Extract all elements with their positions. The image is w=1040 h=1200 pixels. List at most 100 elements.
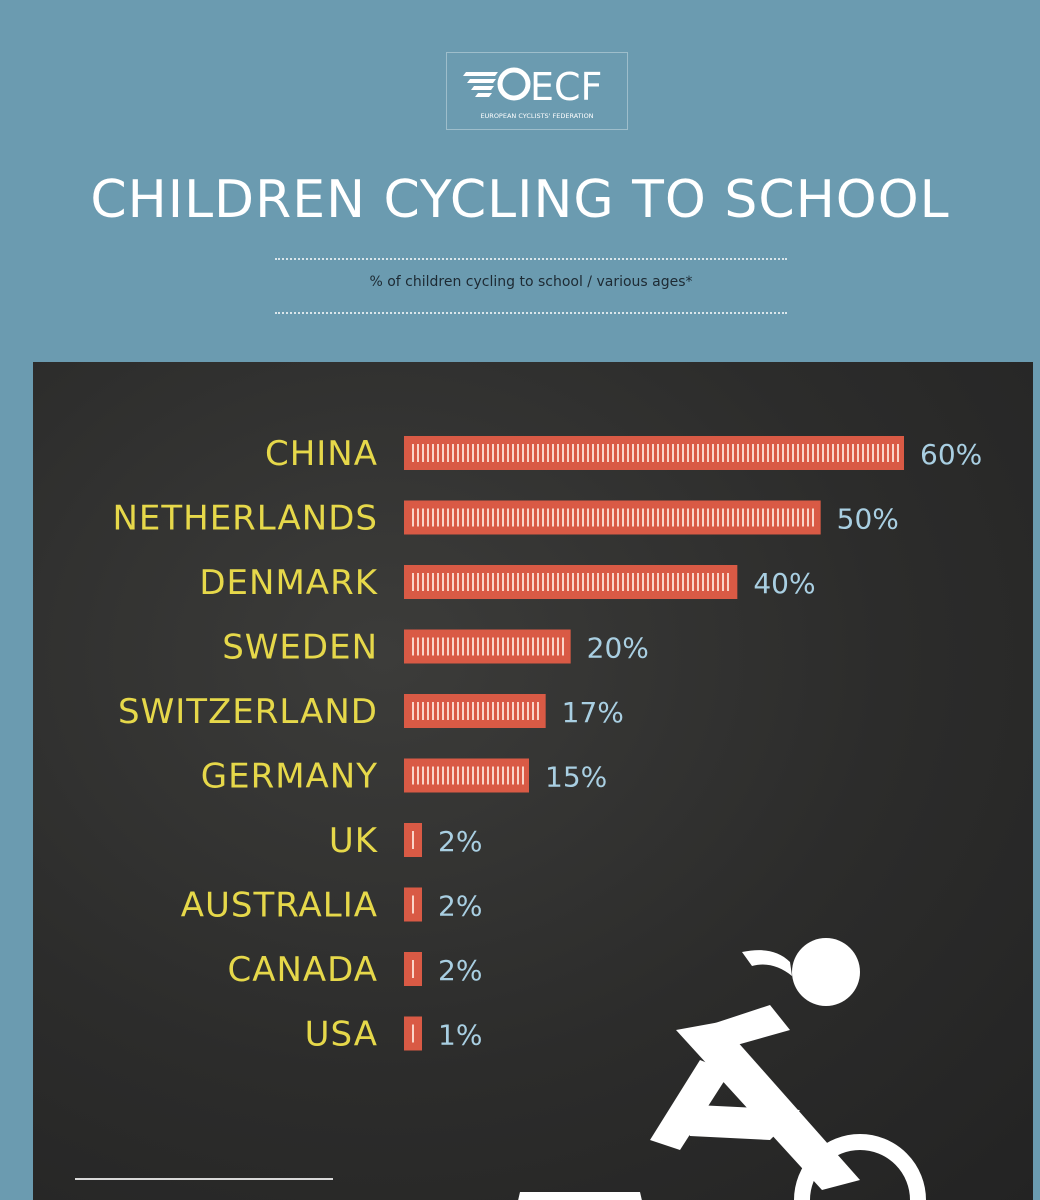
bar-stripe [427,508,429,527]
bar-stripe [722,508,724,527]
bar-stripe [712,573,714,591]
bar-stripe [417,573,419,591]
bar-stripe [682,573,684,591]
bar-stripe [727,444,729,462]
bar-stripe [622,573,624,591]
value-label-denmark: 40% [753,567,815,600]
bar-stripe [552,508,554,527]
bar-stripe [412,508,414,527]
bar-stripe [432,637,434,656]
bar-stripe [422,573,424,591]
chart-title: CHILDREN CYCLING TO SCHOOL [90,170,950,230]
logo-name: ECF [530,65,602,109]
bar-stripe [482,637,484,656]
bar-stripe [447,766,449,785]
bar-stripe [782,444,784,462]
bar-stripe [667,444,669,462]
bar-stripe [597,508,599,527]
bar-stripe [462,766,464,785]
bar-stripe [747,444,749,462]
bar-stripe [662,508,664,527]
bar-stripe [542,508,544,527]
bar-stripe [547,444,549,462]
value-label-sweden: 20% [587,632,649,665]
bar-stripe [702,444,704,462]
bar-stripe [767,444,769,462]
bar-stripe [877,444,879,462]
bar-stripe [482,766,484,785]
bar-stripe [587,573,589,591]
bar-stripe [512,508,514,527]
bar-stripe [457,702,459,720]
bar-stripe [497,573,499,591]
bar-stripe [532,444,534,462]
bar-stripe [592,444,594,462]
value-label-netherlands: 50% [837,503,899,536]
bar-stripe [482,702,484,720]
bar-stripe [477,766,479,785]
bar-stripe [517,573,519,591]
bar-stripe [602,508,604,527]
bar-stripe [607,573,609,591]
bar-stripe [662,444,664,462]
bar-stripe [752,508,754,527]
bar-stripe [462,508,464,527]
bar-stripe [532,508,534,527]
bar-stripe [542,637,544,656]
bar-stripe [492,637,494,656]
bar-stripe [447,508,449,527]
bar-stripe [822,444,824,462]
bar-stripe [577,508,579,527]
bar-stripe [492,573,494,591]
country-label-usa: USA [305,1015,378,1055]
bar-stripe [502,444,504,462]
bar-stripe [642,508,644,527]
bar-stripe [512,573,514,591]
value-label-china: 60% [920,438,982,471]
bar-stripe [852,444,854,462]
country-label-netherlands: NETHERLANDS [112,499,378,539]
bar-stripe [457,637,459,656]
bar-stripe [707,508,709,527]
bar-stripe [872,444,874,462]
bar-stripe [512,637,514,656]
bar-stripe [667,508,669,527]
bar-stripe [547,637,549,656]
bar-stripe [627,444,629,462]
bar-stripe [522,508,524,527]
bar-stripe [412,637,414,656]
bar-stripe [472,508,474,527]
bar-stripe [462,637,464,656]
bar-stripe [807,444,809,462]
bar-stripe [437,444,439,462]
bar-stripe [782,508,784,527]
bar-stripe [467,444,469,462]
bar-stripe [567,444,569,462]
bar-stripe [632,444,634,462]
divider-bottom [275,312,787,314]
bar-stripe [787,444,789,462]
bar-stripe [562,637,564,656]
bar-stripe [602,444,604,462]
bar-stripe [427,766,429,785]
bar-stripe [567,508,569,527]
bar-stripe [622,444,624,462]
bar-stripe [672,444,674,462]
bar-stripe [667,573,669,591]
bar-stripe [467,702,469,720]
bar-stripe [542,573,544,591]
bar-stripe [582,444,584,462]
bar-stripe [712,508,714,527]
bar-stripe [587,508,589,527]
bar-stripe [742,444,744,462]
bar-stripe [422,444,424,462]
bar-stripe [892,444,894,462]
bar-stripe [612,444,614,462]
bar-stripe [752,444,754,462]
country-label-uk: UK [329,821,379,861]
country-labels: CHINA NETHERLANDS DENMARK SWEDEN SWITZERLAND… [112,434,379,1055]
bar-stripe [417,508,419,527]
bar-stripe [472,637,474,656]
bar-stripe [887,444,889,462]
